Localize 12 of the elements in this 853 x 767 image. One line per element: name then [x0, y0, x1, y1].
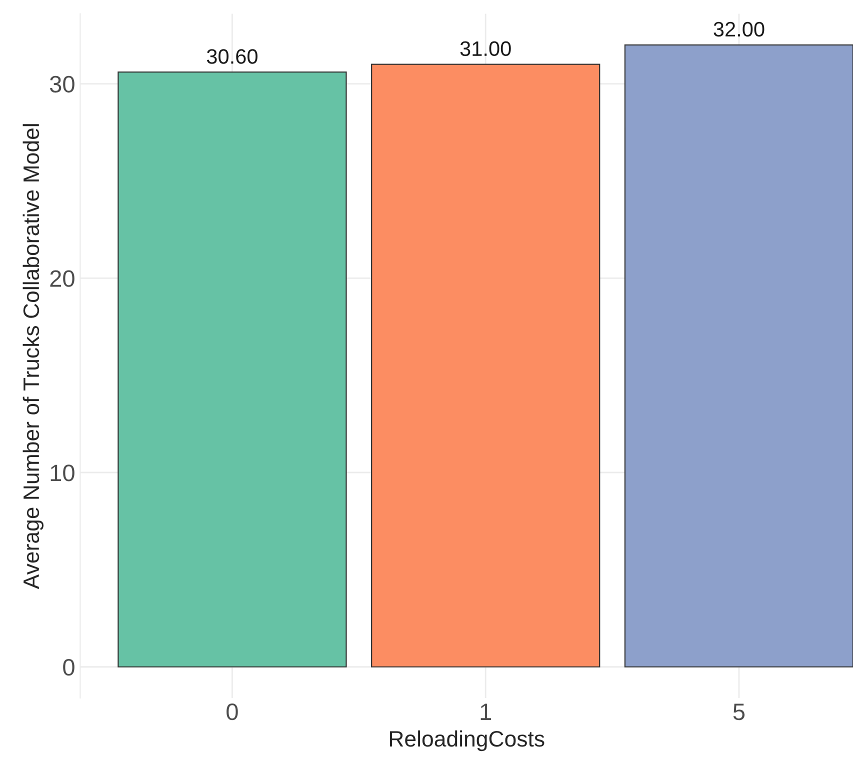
- y-tick-label: 0: [63, 658, 74, 676]
- data-label: 32.00: [714, 22, 764, 37]
- x-axis-title: ReloadingCosts: [390, 730, 544, 752]
- data-label: 31.00: [460, 41, 511, 56]
- y-tick-label: 20: [50, 270, 74, 287]
- x-tick-label: 5: [733, 704, 745, 720]
- y-tick-label: 30: [50, 76, 74, 93]
- y-axis-title: Average Number of Trucks Collaborative Model: [22, 124, 44, 590]
- y-tick-label: 10: [50, 464, 74, 482]
- x-tick-label: 0: [226, 703, 238, 720]
- data-label: 30.60: [206, 49, 258, 64]
- x-tick-label: 1: [480, 704, 492, 720]
